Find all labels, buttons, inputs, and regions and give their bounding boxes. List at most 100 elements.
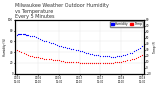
Point	[137, 49, 139, 50]
Point	[49, 42, 52, 44]
Point	[85, 62, 87, 64]
Legend: Humidity, Temp: Humidity, Temp	[110, 21, 143, 27]
Point	[89, 62, 91, 64]
Point	[35, 57, 37, 58]
Point	[101, 55, 104, 56]
Point	[95, 63, 98, 64]
Point	[83, 62, 85, 64]
Point	[53, 43, 56, 45]
Point	[22, 34, 25, 35]
Point	[70, 61, 73, 62]
Point	[26, 35, 29, 36]
Point	[45, 58, 48, 59]
Point	[108, 56, 110, 57]
Point	[26, 54, 29, 56]
Point	[43, 40, 46, 41]
Point	[99, 55, 102, 56]
Point	[103, 63, 106, 64]
Point	[83, 51, 85, 53]
Point	[80, 62, 83, 64]
Point	[51, 59, 54, 60]
Point	[105, 56, 108, 57]
Point	[72, 49, 75, 50]
Point	[41, 39, 44, 40]
Point	[99, 63, 102, 64]
Point	[105, 63, 108, 64]
Point	[93, 54, 96, 55]
Point	[37, 57, 39, 58]
Point	[95, 54, 98, 55]
Point	[89, 53, 91, 54]
Point	[20, 51, 23, 53]
Point	[72, 62, 75, 63]
Point	[141, 54, 143, 56]
Point	[17, 34, 20, 35]
Point	[141, 45, 143, 46]
Point	[66, 47, 68, 48]
Point	[53, 59, 56, 60]
Point	[135, 50, 137, 51]
Point	[28, 55, 31, 56]
Point	[103, 56, 106, 57]
Point	[76, 62, 79, 63]
Point	[58, 45, 60, 46]
Point	[114, 56, 116, 58]
Point	[70, 48, 73, 50]
Point	[128, 52, 131, 54]
Point	[35, 36, 37, 38]
Point	[78, 62, 81, 64]
Point	[37, 37, 39, 39]
Point	[49, 58, 52, 60]
Point	[21, 34, 24, 35]
Point	[19, 33, 22, 34]
Point	[116, 56, 118, 57]
Point	[62, 60, 64, 62]
Point	[22, 53, 25, 54]
Point	[126, 54, 129, 55]
Point	[112, 56, 114, 58]
Point	[130, 52, 133, 53]
Point	[126, 60, 129, 61]
Point	[139, 56, 141, 57]
Point	[124, 60, 127, 62]
Point	[97, 63, 100, 64]
Point	[33, 56, 35, 58]
Point	[66, 61, 68, 62]
Point	[74, 62, 77, 63]
Point	[93, 63, 96, 64]
Point	[137, 57, 139, 58]
Point	[87, 62, 89, 64]
Point	[39, 38, 41, 39]
Point	[47, 58, 50, 60]
Point	[118, 56, 120, 57]
Point	[25, 34, 28, 35]
Point	[16, 49, 19, 50]
Point	[68, 48, 71, 49]
Point	[33, 36, 35, 37]
Point	[78, 50, 81, 52]
Point	[120, 55, 123, 56]
Point	[16, 34, 19, 35]
Point	[51, 43, 54, 44]
Point	[18, 50, 21, 52]
Point	[47, 42, 50, 43]
Point	[62, 46, 64, 47]
Point	[74, 49, 77, 51]
Point	[31, 35, 33, 37]
Point	[91, 54, 93, 55]
Point	[132, 51, 135, 52]
Point	[39, 57, 41, 59]
Point	[116, 62, 118, 63]
Point	[31, 56, 33, 57]
Point	[112, 62, 114, 64]
Y-axis label: Temp (F): Temp (F)	[153, 41, 157, 53]
Point	[80, 51, 83, 52]
Point	[76, 50, 79, 51]
Point	[24, 54, 27, 55]
Point	[139, 47, 141, 48]
Point	[58, 60, 60, 61]
Y-axis label: Humidity (%): Humidity (%)	[3, 37, 7, 56]
Point	[118, 61, 120, 62]
Point	[97, 55, 100, 56]
Point	[64, 61, 66, 62]
